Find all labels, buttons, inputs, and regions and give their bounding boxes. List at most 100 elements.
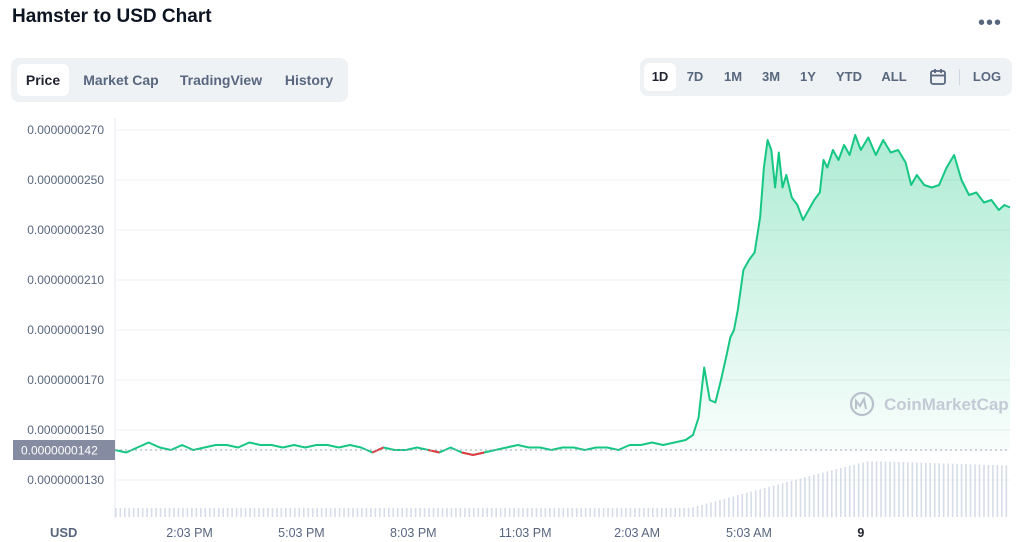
volume-bar [307,508,310,517]
volume-bar [902,462,905,517]
volume-bar [983,464,985,517]
volume-bar [396,508,399,517]
volume-bar [262,508,265,517]
price-line-down-segment [371,446,384,454]
volume-bar [311,508,314,517]
volume-bar [477,508,480,517]
x-tick-label: 11:03 PM [499,526,552,540]
volume-bar [665,508,668,517]
volume-bar [777,484,779,517]
volume-bar [817,473,820,517]
x-tick-label: 9 [857,526,864,540]
volume-bar [379,508,381,517]
currency-label: USD [50,525,77,540]
chart-tabs: Price Market Cap TradingView History [11,58,348,102]
volume-bar [316,508,318,517]
range-separator [959,69,960,85]
log-scale-button[interactable]: LOG [972,69,1002,84]
range-all-button[interactable]: ALL [881,69,907,84]
volume-bar [468,508,471,517]
volume-bar [938,463,940,517]
volume-bar [589,508,591,517]
volume-bar [213,508,216,517]
volume-bar [822,472,824,517]
y-tick-label: 0.0000000150 [27,423,104,437]
tab-price[interactable]: Price [17,64,69,96]
volume-bar [401,508,403,517]
tab-history[interactable]: History [284,72,334,88]
volume-bar [558,508,560,517]
volume-bar [150,508,153,517]
tab-tradingview[interactable]: TradingView [179,72,263,88]
volume-bar [723,498,726,517]
volume-bar [549,508,551,517]
volume-bar [173,508,175,517]
calendar-icon[interactable] [920,63,956,91]
volume-bar [540,508,542,517]
volume-bar [405,508,408,517]
y-tick-label: 0.0000000250 [27,173,104,187]
range-7d-button[interactable]: 7D [686,69,704,84]
volume-bar [584,508,587,517]
y-tick-label: 0.0000000130 [27,473,104,487]
volume-bar [1001,465,1003,517]
volume-bar [508,508,511,517]
range-1m-button[interactable]: 1M [723,69,743,84]
volume-bar [629,508,632,517]
tab-market-cap[interactable]: Market Cap [83,72,159,88]
volume-bar [231,508,233,517]
y-tick-label: 0.0000000190 [27,323,104,337]
volume-bar [835,469,838,517]
volume-bar [294,508,296,517]
volume-bar [781,483,784,517]
volume-bar [571,508,574,517]
volume-bar [432,508,435,517]
volume-bar [302,508,305,517]
price-area [114,134,1011,457]
volume-bar [365,508,368,517]
volume-bar [871,461,873,517]
volume-bar [464,508,466,517]
volume-bar [343,508,345,517]
range-ytd-button[interactable]: YTD [836,69,862,84]
volume-bar [146,508,148,517]
volume-bar [222,508,224,517]
volume-bar [580,508,582,517]
range-3m-button[interactable]: 3M [761,69,781,84]
time-range-selector: 1D 7D 1M 3M 1Y YTD ALL LOG [640,58,1012,96]
volume-bars [115,461,1008,517]
volume-bar [325,508,327,517]
volume-bar [495,508,497,517]
volume-bar [361,508,363,517]
volume-bar [737,495,739,517]
volume-bar [267,508,269,517]
more-options-icon[interactable]: ••• [977,12,1002,34]
range-1y-button[interactable]: 1Y [800,69,816,84]
volume-bar [898,461,900,517]
volume-bar [562,508,565,517]
volume-bar [244,508,247,517]
volume-bar [195,508,198,517]
volume-bar [692,507,694,517]
volume-bar [826,471,829,517]
volume-bar [719,500,721,517]
x-tick-label: 2:03 PM [166,526,213,540]
volume-bar [656,508,659,517]
volume-bar [289,508,292,517]
volume-bar [235,508,238,517]
volume-bar [226,508,229,517]
volume-bar [772,485,775,517]
x-tick-label: 5:03 PM [278,526,325,540]
volume-bar [916,462,918,517]
volume-bar [911,462,914,517]
volume-bar [652,508,654,517]
volume-bar [808,476,811,517]
volume-bar [951,463,954,517]
volume-bar [924,462,927,517]
volume-bar [428,508,430,517]
y-tick-label: 0.0000000210 [27,273,104,287]
range-1d-button[interactable]: 1D [644,63,676,91]
volume-bar [969,464,972,517]
volume-bar [660,508,663,517]
